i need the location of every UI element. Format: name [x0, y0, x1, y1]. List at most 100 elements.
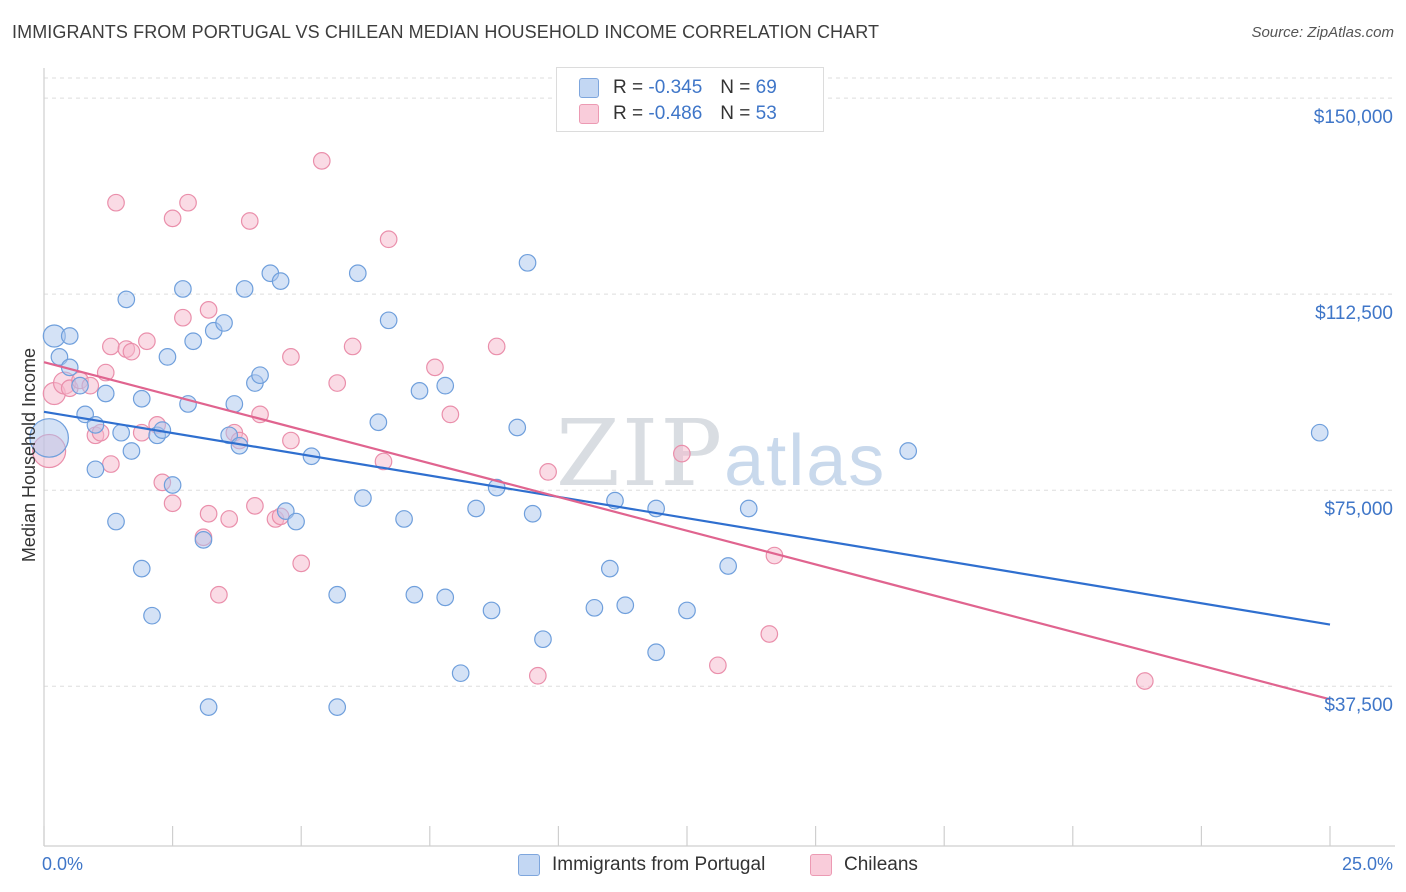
bottom-legend-swatch-blue: [518, 854, 540, 876]
legend-r-label: R =: [613, 77, 644, 98]
point-chileans: [282, 431, 300, 450]
trend-lines: [43, 361, 1331, 701]
point-chileans: [122, 342, 141, 361]
trend-line-chileans: [43, 361, 1331, 701]
point-portugal: [369, 413, 388, 432]
point-portugal: [112, 423, 131, 442]
point-portugal: [436, 588, 455, 607]
point-portugal: [534, 630, 552, 649]
point-portugal: [215, 314, 233, 332]
bottom-legend-label-portugal: Immigrants from Portugal: [552, 854, 766, 875]
point-chileans: [102, 337, 120, 356]
point-chileans: [1135, 672, 1154, 690]
point-portugal: [96, 384, 115, 403]
point-chileans: [760, 625, 779, 643]
legend-n-value: 53: [755, 103, 777, 124]
point-portugal: [354, 489, 372, 507]
point-portugal: [29, 418, 69, 458]
point-chileans: [163, 494, 182, 513]
watermark-atlas: atlas: [724, 421, 887, 501]
point-chileans: [282, 348, 300, 366]
legend-n-label: N =: [720, 77, 751, 98]
point-portugal: [143, 606, 161, 625]
point-portugal: [60, 327, 79, 345]
point-chileans: [179, 193, 197, 212]
point-portugal: [379, 311, 398, 330]
trend-line-portugal: [43, 410, 1331, 626]
y-tick-label: $75,000: [1324, 499, 1393, 520]
legend-swatch-blue: [579, 78, 599, 98]
point-portugal: [451, 664, 470, 683]
watermark-zip: ZIP: [556, 400, 725, 507]
point-chileans: [240, 212, 259, 230]
source-credit: Source: ZipAtlas.com: [1251, 24, 1394, 41]
point-portugal: [647, 643, 665, 662]
point-portugal: [235, 280, 254, 298]
x-tick-label-min: 0.0%: [42, 854, 83, 874]
point-portugal: [163, 476, 182, 494]
point-portugal: [508, 418, 527, 437]
correlation-legend: R = -0.345 N = 69 R = -0.486 N = 53: [556, 67, 824, 132]
point-portugal: [405, 585, 424, 604]
point-chileans: [539, 463, 557, 481]
point-portugal: [71, 376, 89, 395]
point-chileans: [174, 308, 192, 327]
point-portugal: [271, 272, 290, 290]
x-tick-label-max: 25.0%: [1342, 854, 1393, 874]
point-chileans: [379, 230, 398, 249]
legend-n-value: 69: [755, 77, 777, 98]
legend-r-value: -0.486: [648, 103, 703, 124]
chart-title: IMMIGRANTS FROM PORTUGAL VS CHILEAN MEDI…: [12, 22, 880, 42]
point-chileans: [426, 358, 444, 377]
y-axis-title: Median Household Income: [19, 348, 39, 562]
legend-swatch-pink: [579, 104, 599, 124]
point-portugal: [348, 264, 367, 283]
legend-row-portugal: R = -0.345 N = 69: [579, 74, 777, 102]
point-portugal: [199, 698, 218, 717]
point-chileans: [374, 452, 393, 471]
point-chileans: [312, 152, 331, 170]
point-chileans: [441, 405, 460, 424]
point-portugal: [585, 598, 604, 617]
point-portugal: [117, 290, 136, 309]
y-tick-label: $112,500: [1315, 303, 1393, 324]
point-portugal: [158, 348, 177, 366]
point-portugal: [678, 601, 696, 620]
legend-r-value: -0.345: [648, 77, 703, 98]
legend-r-label: R =: [613, 103, 644, 124]
point-chileans: [292, 554, 311, 573]
point-chileans: [163, 209, 182, 228]
point-portugal: [107, 512, 125, 531]
series-immigrants-from-portugal: [29, 253, 1329, 717]
tick-labels: $37,500 $75,000 $112,500 $150,000 0.0% 25.0%: [42, 107, 1393, 874]
point-portugal: [518, 253, 537, 272]
point-chileans: [246, 497, 264, 515]
point-portugal: [194, 531, 213, 549]
y-tick-label: $150,000: [1314, 107, 1393, 128]
point-chileans: [343, 337, 362, 356]
point-portugal: [616, 596, 635, 615]
point-chileans: [199, 504, 218, 523]
bottom-legend-portugal: Immigrants from Portugal: [518, 852, 765, 878]
point-portugal: [600, 559, 619, 578]
bottom-legend-chileans: Chileans: [810, 852, 918, 878]
y-tick-label: $37,500: [1324, 695, 1393, 716]
bottom-legend-swatch-pink: [810, 854, 832, 876]
point-chileans: [328, 374, 347, 392]
legend-n-label: N =: [720, 103, 751, 124]
point-chileans: [210, 585, 228, 604]
point-portugal: [251, 366, 269, 385]
point-portugal: [132, 389, 151, 408]
point-portugal: [132, 559, 151, 578]
point-portugal: [328, 698, 347, 717]
watermark: ZIPatlas: [556, 400, 886, 507]
axes: [43, 68, 1395, 847]
point-portugal: [174, 280, 192, 298]
point-portugal: [482, 601, 501, 620]
point-portugal: [86, 460, 105, 479]
point-portugal: [523, 504, 542, 523]
point-chileans: [487, 337, 506, 356]
point-portugal: [395, 510, 413, 528]
point-portugal: [328, 585, 347, 604]
